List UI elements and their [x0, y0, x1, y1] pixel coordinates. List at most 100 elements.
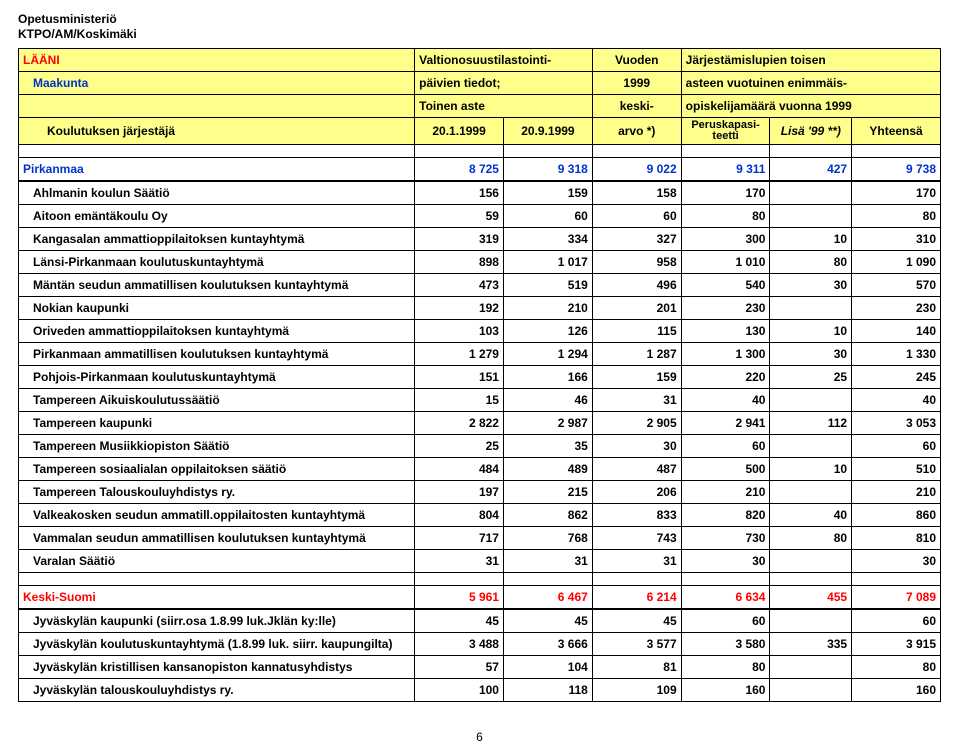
table-row: Varalan Säätiö3131313030 — [19, 550, 941, 573]
row-val-4: 10 — [770, 228, 852, 251]
table-row: Länsi-Pirkanmaan koulutuskuntayhtymä8981… — [19, 251, 941, 274]
page-number: 6 — [18, 730, 941, 744]
row-val-5: 230 — [852, 297, 941, 320]
row-val-5: 860 — [852, 504, 941, 527]
row-val-5: 1 090 — [852, 251, 941, 274]
row-name: Tampereen Musiikkiopiston Säätiö — [19, 435, 415, 458]
row-val-3: 80 — [681, 656, 770, 679]
row-val-5: 3 053 — [852, 412, 941, 435]
row-val-1: 768 — [503, 527, 592, 550]
row-val-2: 327 — [592, 228, 681, 251]
row-val-2: 496 — [592, 274, 681, 297]
row-val-2: 743 — [592, 527, 681, 550]
doc-header-line2: KTPO/AM/Koskimäki — [18, 27, 941, 42]
row-val-0: 103 — [415, 320, 504, 343]
row-val-2: 45 — [592, 609, 681, 633]
table-row: Jyväskylän kaupunki (siirr.osa 1.8.99 lu… — [19, 609, 941, 633]
row-val-0: 192 — [415, 297, 504, 320]
row-val-1: 215 — [503, 481, 592, 504]
row-val-3: 3 580 — [681, 633, 770, 656]
section-title: Keski-Suomi — [19, 586, 415, 610]
section-title: Pirkanmaa — [19, 158, 415, 182]
row-val-3: 730 — [681, 527, 770, 550]
section-total-5: 9 738 — [852, 158, 941, 182]
row-val-1: 35 — [503, 435, 592, 458]
hdr-blank — [19, 95, 415, 118]
hdr-c4-l3: keski- — [592, 95, 681, 118]
row-val-3: 2 941 — [681, 412, 770, 435]
row-val-0: 156 — [415, 181, 504, 205]
row-val-5: 210 — [852, 481, 941, 504]
row-val-0: 3 488 — [415, 633, 504, 656]
row-val-1: 159 — [503, 181, 592, 205]
row-val-4 — [770, 181, 852, 205]
section-total-1: 6 467 — [503, 586, 592, 610]
maakunta-title-row: Pirkanmaa8 7259 3189 0229 3114279 738 — [19, 158, 941, 182]
row-val-1: 2 987 — [503, 412, 592, 435]
row-val-1: 3 666 — [503, 633, 592, 656]
row-val-4 — [770, 297, 852, 320]
hdr-c5-l2: asteen vuotuinen enimmäis- — [681, 72, 940, 95]
row-val-5: 1 330 — [852, 343, 941, 366]
hdr-c2-l3: Toinen aste — [415, 95, 593, 118]
row-val-0: 717 — [415, 527, 504, 550]
row-name: Ahlmanin koulun Säätiö — [19, 181, 415, 205]
section-total-4: 455 — [770, 586, 852, 610]
row-val-0: 31 — [415, 550, 504, 573]
row-val-5: 170 — [852, 181, 941, 205]
row-val-2: 1 287 — [592, 343, 681, 366]
row-val-1: 210 — [503, 297, 592, 320]
row-name: Jyväskylän koulutuskuntayhtymä (1.8.99 l… — [19, 633, 415, 656]
row-val-0: 151 — [415, 366, 504, 389]
row-val-0: 1 279 — [415, 343, 504, 366]
hdr-c3-l4: 20.9.1999 — [503, 118, 592, 145]
row-val-4: 30 — [770, 343, 852, 366]
table-row: Jyväskylän koulutuskuntayhtymä (1.8.99 l… — [19, 633, 941, 656]
section-total-2: 9 022 — [592, 158, 681, 182]
doc-header: Opetusministeriö KTPO/AM/Koskimäki — [18, 12, 941, 42]
row-val-1: 46 — [503, 389, 592, 412]
hdr-c7-l4: Yhteensä — [852, 118, 941, 145]
row-val-4 — [770, 481, 852, 504]
row-val-3: 210 — [681, 481, 770, 504]
row-val-2: 30 — [592, 435, 681, 458]
spacer-row — [19, 573, 941, 586]
row-val-3: 130 — [681, 320, 770, 343]
row-val-1: 45 — [503, 609, 592, 633]
row-val-2: 833 — [592, 504, 681, 527]
section-total-2: 6 214 — [592, 586, 681, 610]
table-row: Nokian kaupunki192210201230230 — [19, 297, 941, 320]
row-name: Jyväskylän kristillisen kansanopiston ka… — [19, 656, 415, 679]
row-val-3: 300 — [681, 228, 770, 251]
row-val-4: 80 — [770, 527, 852, 550]
table-row: Pirkanmaan ammatillisen koulutuksen kunt… — [19, 343, 941, 366]
row-val-2: 115 — [592, 320, 681, 343]
row-val-3: 170 — [681, 181, 770, 205]
row-val-5: 80 — [852, 205, 941, 228]
row-val-2: 487 — [592, 458, 681, 481]
row-val-4: 40 — [770, 504, 852, 527]
header-row-2: Maakunta päivien tiedot; 1999 asteen vuo… — [19, 72, 941, 95]
row-val-5: 245 — [852, 366, 941, 389]
row-val-0: 45 — [415, 609, 504, 633]
section-total-0: 8 725 — [415, 158, 504, 182]
row-val-0: 898 — [415, 251, 504, 274]
hdr-c5-l4: Peruskapasi-teetti — [681, 118, 770, 145]
hdr-c2-l2: päivien tiedot; — [415, 72, 593, 95]
row-val-1: 60 — [503, 205, 592, 228]
header-row-3: Toinen aste keski- opiskelijamäärä vuonn… — [19, 95, 941, 118]
row-val-4: 335 — [770, 633, 852, 656]
row-val-5: 3 915 — [852, 633, 941, 656]
row-val-1: 1 017 — [503, 251, 592, 274]
row-val-4: 30 — [770, 274, 852, 297]
row-val-4: 10 — [770, 458, 852, 481]
row-name: Tampereen sosiaalialan oppilaitoksen sää… — [19, 458, 415, 481]
row-val-2: 201 — [592, 297, 681, 320]
table-row: Tampereen Musiikkiopiston Säätiö25353060… — [19, 435, 941, 458]
table-row: Oriveden ammattioppilaitoksen kuntayhtym… — [19, 320, 941, 343]
row-val-0: 2 822 — [415, 412, 504, 435]
hdr-laani: LÄÄNI — [19, 49, 415, 72]
row-val-3: 160 — [681, 679, 770, 702]
row-val-4: 25 — [770, 366, 852, 389]
hdr-maakunta: Maakunta — [19, 72, 415, 95]
